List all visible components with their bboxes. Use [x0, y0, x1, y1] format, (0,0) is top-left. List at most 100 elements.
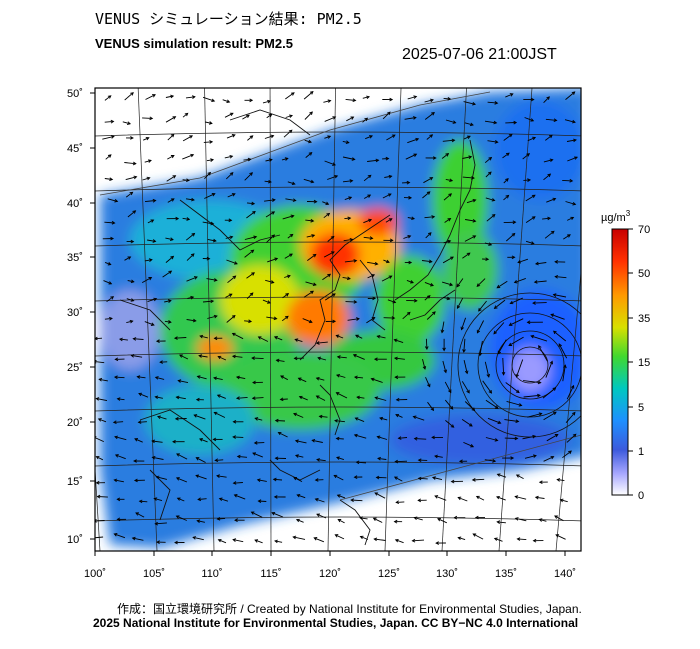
wind-arrow-head	[457, 496, 462, 501]
wind-arrow-head	[191, 232, 196, 237]
wind-arrow	[472, 533, 484, 540]
wind-arrow	[187, 296, 194, 299]
wind-arrow-head	[213, 411, 218, 416]
wind-arrow-head	[366, 95, 371, 100]
wind-arrow-head	[191, 95, 196, 99]
wind-arrow	[155, 396, 163, 399]
lat-tick-label: 35˚	[67, 252, 83, 264]
wind-arrow-head	[538, 518, 543, 522]
wind-arrow-head	[314, 478, 319, 482]
wind-arrow-head	[113, 478, 118, 483]
wind-arrow-head	[216, 517, 221, 521]
wind-arrow-head	[570, 216, 575, 221]
wind-arrow	[334, 420, 345, 423]
wind-arrow-head	[493, 537, 498, 541]
wind-arrow	[144, 259, 152, 262]
wind-arrow-head	[192, 536, 197, 540]
wind-arrow	[523, 179, 531, 181]
wind-arrow	[404, 117, 416, 120]
wind-arrow	[476, 278, 486, 287]
wind-arrow-head	[249, 135, 254, 139]
wind-arrow-head	[353, 475, 358, 479]
wind-arrow-head	[527, 178, 532, 182]
map-frame	[94, 87, 582, 552]
wind-arrow	[557, 479, 565, 482]
wind-arrow-head	[456, 305, 461, 310]
wind-arrow-head	[175, 395, 180, 400]
wind-arrow-head	[129, 191, 134, 196]
wind-arrow	[127, 280, 134, 283]
wind-arrow-head	[491, 198, 496, 202]
wind-arrow	[424, 99, 434, 103]
wind-arrow	[214, 411, 226, 418]
wind-arrow-head	[550, 230, 555, 235]
colorbar-ticks: 70 50 35 15 5 1 0	[628, 224, 650, 502]
wind-arrow	[246, 211, 256, 219]
wind-arrow-head	[394, 538, 399, 543]
wind-arrow-head	[472, 235, 477, 239]
wind-arrow	[524, 117, 534, 122]
wind-arrow-head	[336, 456, 340, 460]
wind-arrow	[299, 396, 308, 401]
wind-arrow	[522, 153, 530, 160]
wind-arrow	[407, 96, 417, 100]
wind-arrow-head	[531, 194, 536, 199]
wind-arrow	[354, 376, 364, 379]
wind-arrow-head	[430, 407, 435, 412]
wind-arrow	[562, 450, 572, 459]
wind-arrow-head	[553, 118, 558, 123]
wind-arrow	[185, 96, 195, 99]
wind-arrow	[504, 419, 519, 422]
wind-arrow	[306, 234, 315, 238]
wind-arrow	[458, 497, 468, 502]
wind-arrow-head	[195, 397, 200, 402]
lat-tick-label: 10˚	[67, 534, 83, 546]
wind-arrow-head	[450, 256, 454, 260]
wind-arrow-head	[254, 417, 259, 421]
wind-arrow-head	[550, 313, 555, 317]
wind-arrow-head	[349, 237, 354, 242]
colorbar-tick-label: 15	[638, 357, 650, 369]
wind-arrow-head	[449, 178, 454, 183]
wind-arrow-head	[179, 354, 183, 358]
wind-arrow	[137, 376, 146, 379]
wind-arrow-head	[476, 329, 481, 334]
wind-arrow-head	[315, 376, 320, 381]
wind-arrow	[114, 479, 124, 483]
wind-arrow-head	[532, 301, 536, 305]
wind-arrow-head	[198, 354, 203, 358]
wind-arrow	[345, 301, 357, 303]
wind-arrow	[265, 159, 272, 162]
wind-arrow	[394, 357, 405, 360]
wind-arrow-head	[431, 112, 435, 116]
wind-arrow	[285, 198, 296, 202]
wind-arrow	[524, 455, 537, 459]
wind-arrow	[395, 539, 404, 544]
wind-arrow-head	[388, 275, 393, 279]
wind-arrow	[382, 111, 391, 120]
wind-arrow-head	[130, 136, 134, 140]
wind-arrow	[165, 116, 176, 123]
wind-arrow	[542, 387, 556, 399]
wind-arrow	[251, 511, 263, 518]
wind-arrow	[323, 213, 330, 219]
wind-arrow-head	[207, 171, 212, 176]
wind-arrow-head	[252, 452, 257, 456]
wind-arrow-head	[148, 159, 152, 163]
wind-arrow	[114, 376, 125, 379]
wind-arrow	[324, 160, 336, 166]
wind-arrow-head	[510, 456, 515, 460]
wind-arrow-head	[326, 212, 331, 217]
wind-arrow-head	[406, 311, 411, 316]
lon-tick-label: 100˚	[84, 568, 106, 580]
wind-arrow-head	[385, 156, 390, 161]
wind-arrow-head	[315, 341, 320, 345]
wind-arrow	[505, 382, 520, 393]
wind-arrow	[246, 272, 255, 279]
wind-arrow	[515, 517, 527, 522]
domain-edge	[99, 91, 491, 196]
wind-arrow	[204, 193, 215, 199]
wind-arrow-head	[413, 516, 418, 521]
wind-arrow-head	[437, 518, 441, 522]
wind-arrow-head	[427, 383, 431, 388]
